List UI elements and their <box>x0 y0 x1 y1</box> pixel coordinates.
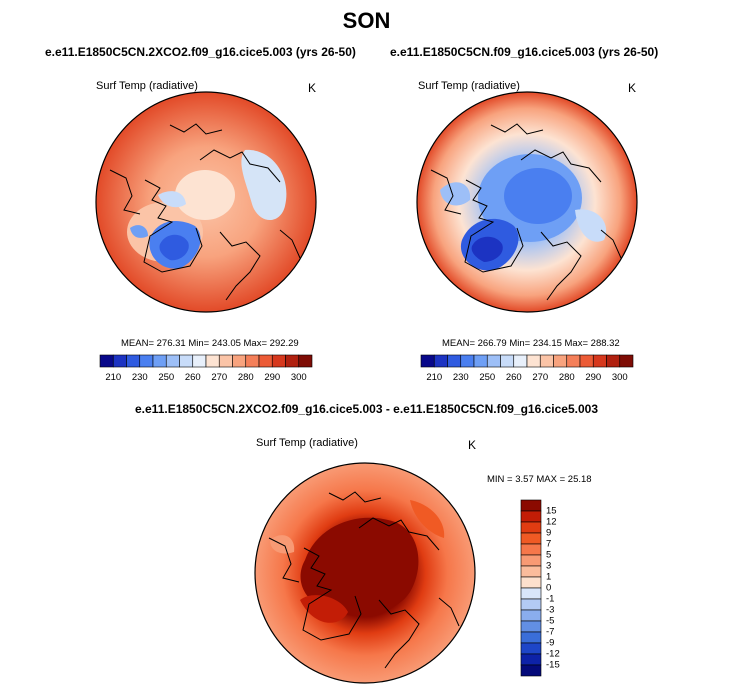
colorbar-tick-label: 210 <box>105 372 122 383</box>
panel1-stats: MEAN= 276.31 Min= 243.05 Max= 292.29 <box>121 338 299 349</box>
panel2-variable-label: Surf Temp (radiative) <box>418 80 520 92</box>
colorbar-swatch <box>520 510 542 523</box>
colorbar-swatch <box>520 620 542 633</box>
panel2-colorbar-labels: 210 230 250 260 270 280 290 300 <box>421 372 633 384</box>
colorbar-tick-label: 300 <box>611 372 628 383</box>
panel2-colorbar <box>420 354 634 368</box>
colorbar-swatch <box>520 598 542 611</box>
colorbar-swatch <box>298 354 313 368</box>
panel1-title: e.e11.E1850C5CN.2XCO2.f09_g16.cice5.003 … <box>45 45 356 59</box>
colorbar-swatch <box>520 532 542 545</box>
panel1-unit-label: K <box>308 81 317 95</box>
colorbar-swatch <box>520 521 542 534</box>
colorbar-tick-label: 290 <box>585 372 602 383</box>
colorbar-tick-label: 5 <box>546 549 552 561</box>
colorbar-swatch <box>520 664 542 677</box>
colorbar-tick-label: 270 <box>211 372 228 383</box>
panel3-unit-label: K <box>468 438 477 452</box>
colorbar-tick-label: -7 <box>546 626 555 638</box>
colorbar-tick-label: 0 <box>546 582 552 594</box>
colorbar-swatch <box>520 642 542 655</box>
panel3-colorbar <box>520 499 542 677</box>
colorbar-tick-label: -9 <box>546 637 555 649</box>
colorbar-tick-label: 3 <box>546 560 552 572</box>
panel1-colorbar <box>99 354 313 368</box>
colorbar-swatch <box>520 543 542 556</box>
colorbar-tick-label: 260 <box>505 372 522 383</box>
colorbar-swatch <box>520 565 542 578</box>
colorbar-tick-label: 260 <box>184 372 201 383</box>
panel2-stats: MEAN= 266.79 Min= 234.15 Max= 288.32 <box>442 338 620 349</box>
colorbar-swatch <box>520 576 542 589</box>
colorbar-swatch <box>520 587 542 600</box>
colorbar-tick-label: 210 <box>426 372 443 383</box>
colorbar-swatch <box>619 354 634 368</box>
colorbar-tick-label: 1 <box>546 571 552 583</box>
colorbar-tick-label: -1 <box>546 593 555 605</box>
colorbar-tick-label: 230 <box>131 372 148 383</box>
colorbar-tick-label: 250 <box>158 372 175 383</box>
colorbar-tick-label: 250 <box>479 372 496 383</box>
colorbar-tick-label: 280 <box>237 372 254 383</box>
colorbar-swatch <box>520 653 542 666</box>
colorbar-tick-label: 270 <box>532 372 549 383</box>
panel1-variable-label: Surf Temp (radiative) <box>96 80 198 92</box>
colorbar-tick-label: 7 <box>546 538 552 550</box>
colorbar-tick-label: 9 <box>546 527 552 539</box>
colorbar-tick-label: 280 <box>558 372 575 383</box>
colorbar-swatch <box>520 499 542 512</box>
panel3-colorbar-labels: 15 12 9 7 5 3 1 0 -1 -3 -5 -7 -9 -12 -15 <box>546 500 576 676</box>
colorbar-tick-label: -15 <box>546 659 560 671</box>
colorbar-tick-label: -12 <box>546 648 560 660</box>
panel2-title: e.e11.E1850C5CN.f09_g16.cice5.003 (yrs 2… <box>390 45 659 59</box>
colorbar-swatch <box>520 554 542 567</box>
colorbar-swatch <box>520 609 542 622</box>
colorbar-tick-label: 230 <box>452 372 469 383</box>
colorbar-tick-label: 290 <box>264 372 281 383</box>
panel3-variable-label: Surf Temp (radiative) <box>256 437 358 449</box>
colorbar-tick-label: -5 <box>546 615 555 627</box>
colorbar-tick-label: -3 <box>546 604 555 616</box>
panel2-unit-label: K <box>628 81 637 95</box>
panel1-colorbar-labels: 210 230 250 260 270 280 290 300 <box>100 372 312 384</box>
figure-season-title: SON <box>342 8 391 33</box>
colorbar-tick-label: 300 <box>290 372 307 383</box>
colorbar-tick-label: 12 <box>546 516 557 528</box>
panel3-title: e.e11.E1850C5CN.2XCO2.f09_g16.cice5.003 … <box>135 402 598 416</box>
panel3-stats: MIN = 3.57 MAX = 25.18 <box>487 474 592 485</box>
colorbar-tick-label: 15 <box>546 505 557 517</box>
colorbar-swatch <box>520 631 542 644</box>
